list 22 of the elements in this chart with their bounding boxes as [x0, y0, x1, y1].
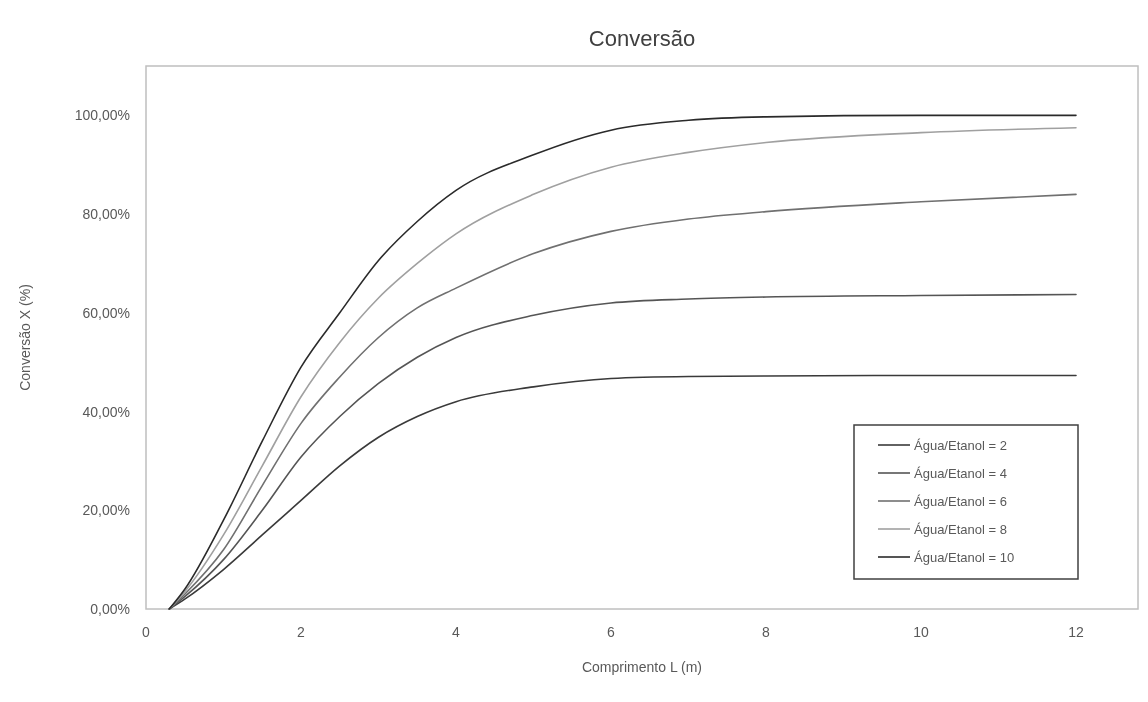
y-tick-label: 60,00% [82, 304, 130, 321]
x-tick-label: 10 [913, 624, 929, 640]
legend-label: Água/Etanol = 8 [914, 522, 1007, 537]
x-axis-title: Comprimento L (m) [581, 659, 703, 675]
x-tick-label: 4 [452, 624, 461, 640]
y-axis-title: Conversão X (%) [17, 284, 33, 391]
legend-label: Água/Etanol = 2 [914, 438, 1007, 453]
line-series [168, 374, 1077, 610]
y-tick-label: 20,00% [82, 502, 130, 519]
legend-label: Água/Etanol = 6 [914, 494, 1007, 509]
x-tick-label: 12 [1068, 624, 1084, 640]
y-tick-label: 40,00% [82, 403, 130, 420]
x-tick-label: 0 [142, 624, 151, 640]
x-tick-label: 2 [297, 624, 306, 640]
y-tick-label: 80,00% [82, 206, 130, 223]
x-tick-label: 6 [607, 624, 616, 640]
y-tick-label: 0,00% [90, 601, 130, 617]
chart-title: Conversão [588, 26, 696, 51]
x-tick-label: 8 [762, 624, 771, 640]
legend-label: Água/Etanol = 10 [914, 550, 1015, 565]
legend-label: Água/Etanol = 4 [914, 466, 1007, 481]
y-tick-label: 100,00% [74, 107, 130, 124]
